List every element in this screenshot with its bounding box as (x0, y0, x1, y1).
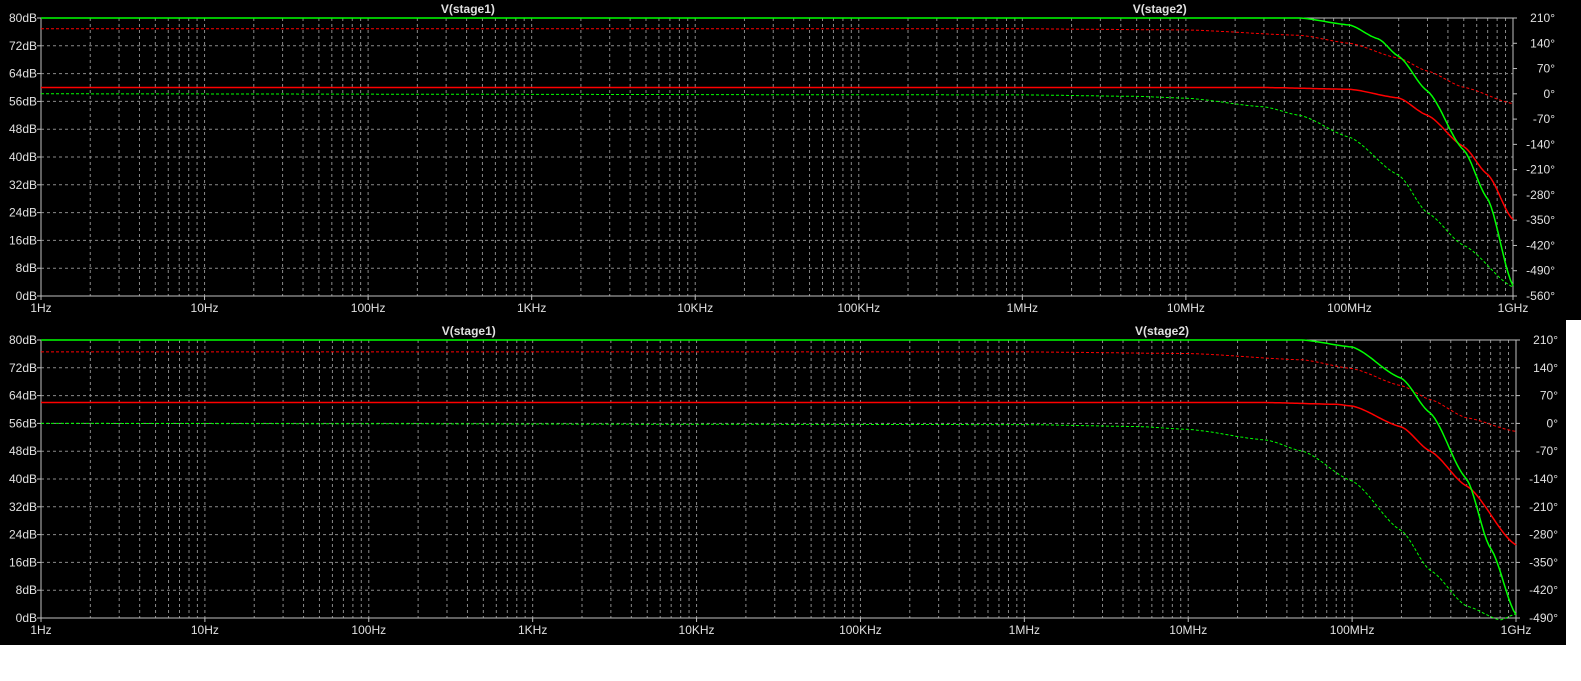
y-right-tick-label: -210° (1526, 163, 1555, 177)
y-right-tick-label: 0° (1544, 87, 1556, 101)
y-left-axis-ticks: 80dB 72dB 64dB 56dB 48dB 40dB 32dB 24dB 16dB 8dB 0… (9, 11, 41, 303)
x-axis-ticks: 1Hz 10Hz 100Hz 1KHz 10KHz 100KHz 1MHz 10MHz 100M… (30, 618, 1531, 637)
y-left-tick-label: 0dB (16, 611, 37, 625)
y-left-tick-label: 80dB (9, 333, 37, 347)
y-right-tick-label: 70° (1537, 62, 1555, 76)
x-tick-label: 1KHz (517, 301, 546, 315)
y-left-tick-label: 0dB (16, 289, 37, 303)
y-right-tick-label: -420° (1526, 238, 1555, 252)
plot-frame (40, 339, 1517, 619)
x-tick-label: 10Hz (191, 301, 219, 315)
x-tick-label: 1MHz (1007, 301, 1038, 315)
x-tick-label: 1GHz (1498, 301, 1529, 315)
x-tick-label: 10Hz (191, 623, 219, 637)
x-tick-label: 10MHz (1167, 301, 1205, 315)
x-tick-label: 1MHz (1009, 623, 1040, 637)
vstage1-magnitude-trace (41, 401, 1517, 546)
y-left-tick-label: 24dB (9, 206, 37, 220)
y-right-tick-label: 210° (1530, 11, 1555, 25)
y-left-tick-label: 56dB (9, 94, 37, 108)
y-right-tick-label: -350° (1526, 213, 1555, 227)
y-right-tick-label: -350° (1529, 555, 1558, 569)
y-left-tick-label: 64dB (9, 67, 37, 81)
plot-frame (40, 17, 1514, 297)
y-right-tick-label: -210° (1529, 500, 1558, 514)
traces (41, 17, 1514, 288)
traces (41, 339, 1517, 621)
y-right-axis-ticks: 210° 140° 70° 0° -70° -140° -210° -280° -350° -42… (1513, 11, 1555, 303)
y-right-tick-label: -280° (1529, 528, 1558, 542)
vstage1-phase-trace (41, 351, 1517, 432)
x-axis-ticks: 1Hz 10Hz 100Hz 1KHz 10KHz 100KHz 1MHz 10MHz 100M… (30, 296, 1528, 315)
y-right-axis-ticks: 210° 140° 70° 0° -70° -140° -210° -280° -350° -42… (1516, 333, 1558, 625)
x-tick-label: 1Hz (30, 301, 51, 315)
legend-entry-vstage2[interactable]: V(stage2) (1135, 324, 1189, 338)
x-tick-label: 1KHz (518, 623, 547, 637)
y-left-tick-label: 48dB (9, 122, 37, 136)
y-left-tick-label: 64dB (9, 389, 37, 403)
grid (40, 17, 1513, 297)
y-right-tick-label: -280° (1526, 188, 1555, 202)
x-tick-label: 100Hz (351, 623, 386, 637)
x-tick-label: 100Hz (351, 301, 386, 315)
y-left-tick-label: 24dB (9, 528, 37, 542)
y-right-tick-label: -490° (1529, 611, 1558, 625)
y-right-tick-label: 210° (1533, 333, 1558, 347)
vstage1-phase-trace (41, 28, 1514, 105)
bode-plot-top: 1Hz 10Hz 100Hz 1KHz 10KHz 100KHz 1MHz 10MHz 100M… (9, 2, 1555, 315)
y-right-tick-label: -490° (1526, 264, 1555, 278)
legend-entry-vstage2[interactable]: V(stage2) (1133, 2, 1187, 16)
grid (40, 339, 1516, 619)
y-right-tick-label: 70° (1540, 389, 1558, 403)
y-left-tick-label: 16dB (9, 555, 37, 569)
y-left-tick-label: 40dB (9, 472, 37, 486)
vstage2-phase-trace (41, 93, 1514, 288)
vstage2-magnitude-trace (41, 339, 1517, 615)
y-left-tick-label: 8dB (16, 583, 37, 597)
bode-plot-bottom: 1Hz 10Hz 100Hz 1KHz 10KHz 100KHz 1MHz 10MHz 100M… (9, 324, 1558, 637)
plot-pane-bottom[interactable]: 1Hz 10Hz 100Hz 1KHz 10KHz 100KHz 1MHz 10MHz 100M… (0, 320, 1566, 645)
x-tick-label: 100MHz (1327, 301, 1372, 315)
y-right-tick-label: 140° (1530, 36, 1555, 50)
x-tick-label: 10KHz (677, 301, 713, 315)
y-right-tick-label: -70° (1533, 112, 1555, 126)
plot-pane-top[interactable]: 1Hz 10Hz 100Hz 1KHz 10KHz 100KHz 1MHz 10MHz 100M… (0, 0, 1581, 320)
y-right-tick-label: -70° (1536, 444, 1558, 458)
y-right-tick-label: 0° (1547, 416, 1559, 430)
x-tick-label: 100MHz (1330, 623, 1375, 637)
y-right-tick-label: -420° (1529, 583, 1558, 597)
y-left-axis-ticks: 80dB 72dB 64dB 56dB 48dB 40dB 32dB 24dB 16dB 8dB 0… (9, 333, 41, 625)
x-tick-label: 1Hz (30, 623, 51, 637)
vstage2-magnitude-trace (41, 17, 1514, 286)
y-left-tick-label: 48dB (9, 444, 37, 458)
y-left-tick-label: 32dB (9, 178, 37, 192)
x-tick-label: 10KHz (679, 623, 715, 637)
y-left-tick-label: 56dB (9, 416, 37, 430)
y-right-tick-label: -140° (1529, 472, 1558, 486)
legend-entry-vstage1[interactable]: V(stage1) (442, 324, 496, 338)
legend-entry-vstage1[interactable]: V(stage1) (441, 2, 495, 16)
vstage2-phase-trace (41, 422, 1517, 621)
x-tick-label: 100KHz (837, 301, 880, 315)
y-left-tick-label: 8dB (16, 261, 37, 275)
y-left-tick-label: 72dB (9, 39, 37, 53)
y-right-tick-label: -560° (1526, 289, 1555, 303)
x-tick-label: 100KHz (839, 623, 882, 637)
y-left-tick-label: 40dB (9, 150, 37, 164)
x-tick-label: 1GHz (1501, 623, 1532, 637)
y-left-tick-label: 80dB (9, 11, 37, 25)
y-left-tick-label: 16dB (9, 233, 37, 247)
y-left-tick-label: 72dB (9, 361, 37, 375)
vstage1-magnitude-trace (41, 86, 1514, 221)
y-right-tick-label: 140° (1533, 361, 1558, 375)
y-left-tick-label: 32dB (9, 500, 37, 514)
x-tick-label: 10MHz (1169, 623, 1207, 637)
y-right-tick-label: -140° (1526, 137, 1555, 151)
